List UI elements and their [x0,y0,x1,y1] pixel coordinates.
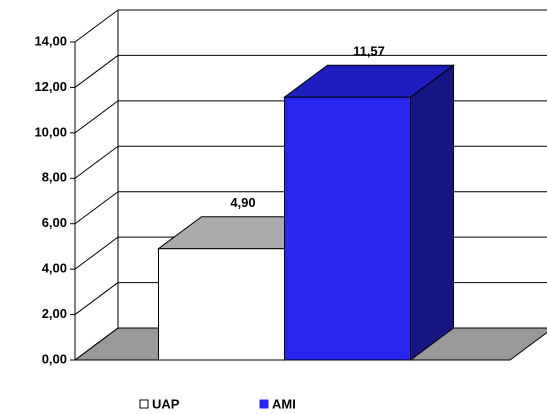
bar-side [410,64,454,361]
bar [284,96,411,361]
y-tick-label: 4,00 [42,261,67,276]
grid-line [74,282,119,315]
y-tick-label: 6,00 [42,215,67,230]
grid-line [74,100,119,134]
y-tick-label: 10,00 [34,124,67,139]
y-tick-label: 8,00 [42,170,67,185]
bar [158,248,285,361]
y-tick-label: 14,00 [34,33,67,48]
grid-line [74,9,119,43]
y-tick-label: 2,00 [42,306,67,321]
grid-line [74,236,119,270]
y-tick-label: 0,00 [42,351,67,366]
legend-swatch [259,399,269,409]
legend-swatch [139,399,149,409]
grid-line [74,55,119,88]
legend-label: UAP [152,396,180,411]
legend-label: AMI [272,396,296,411]
y-tick-label: 12,00 [34,79,67,94]
grid-line [74,191,119,225]
value-label: 4,90 [230,195,255,210]
value-label: 11,57 [353,44,385,59]
grid-line [74,327,119,361]
grid-line [74,145,119,179]
